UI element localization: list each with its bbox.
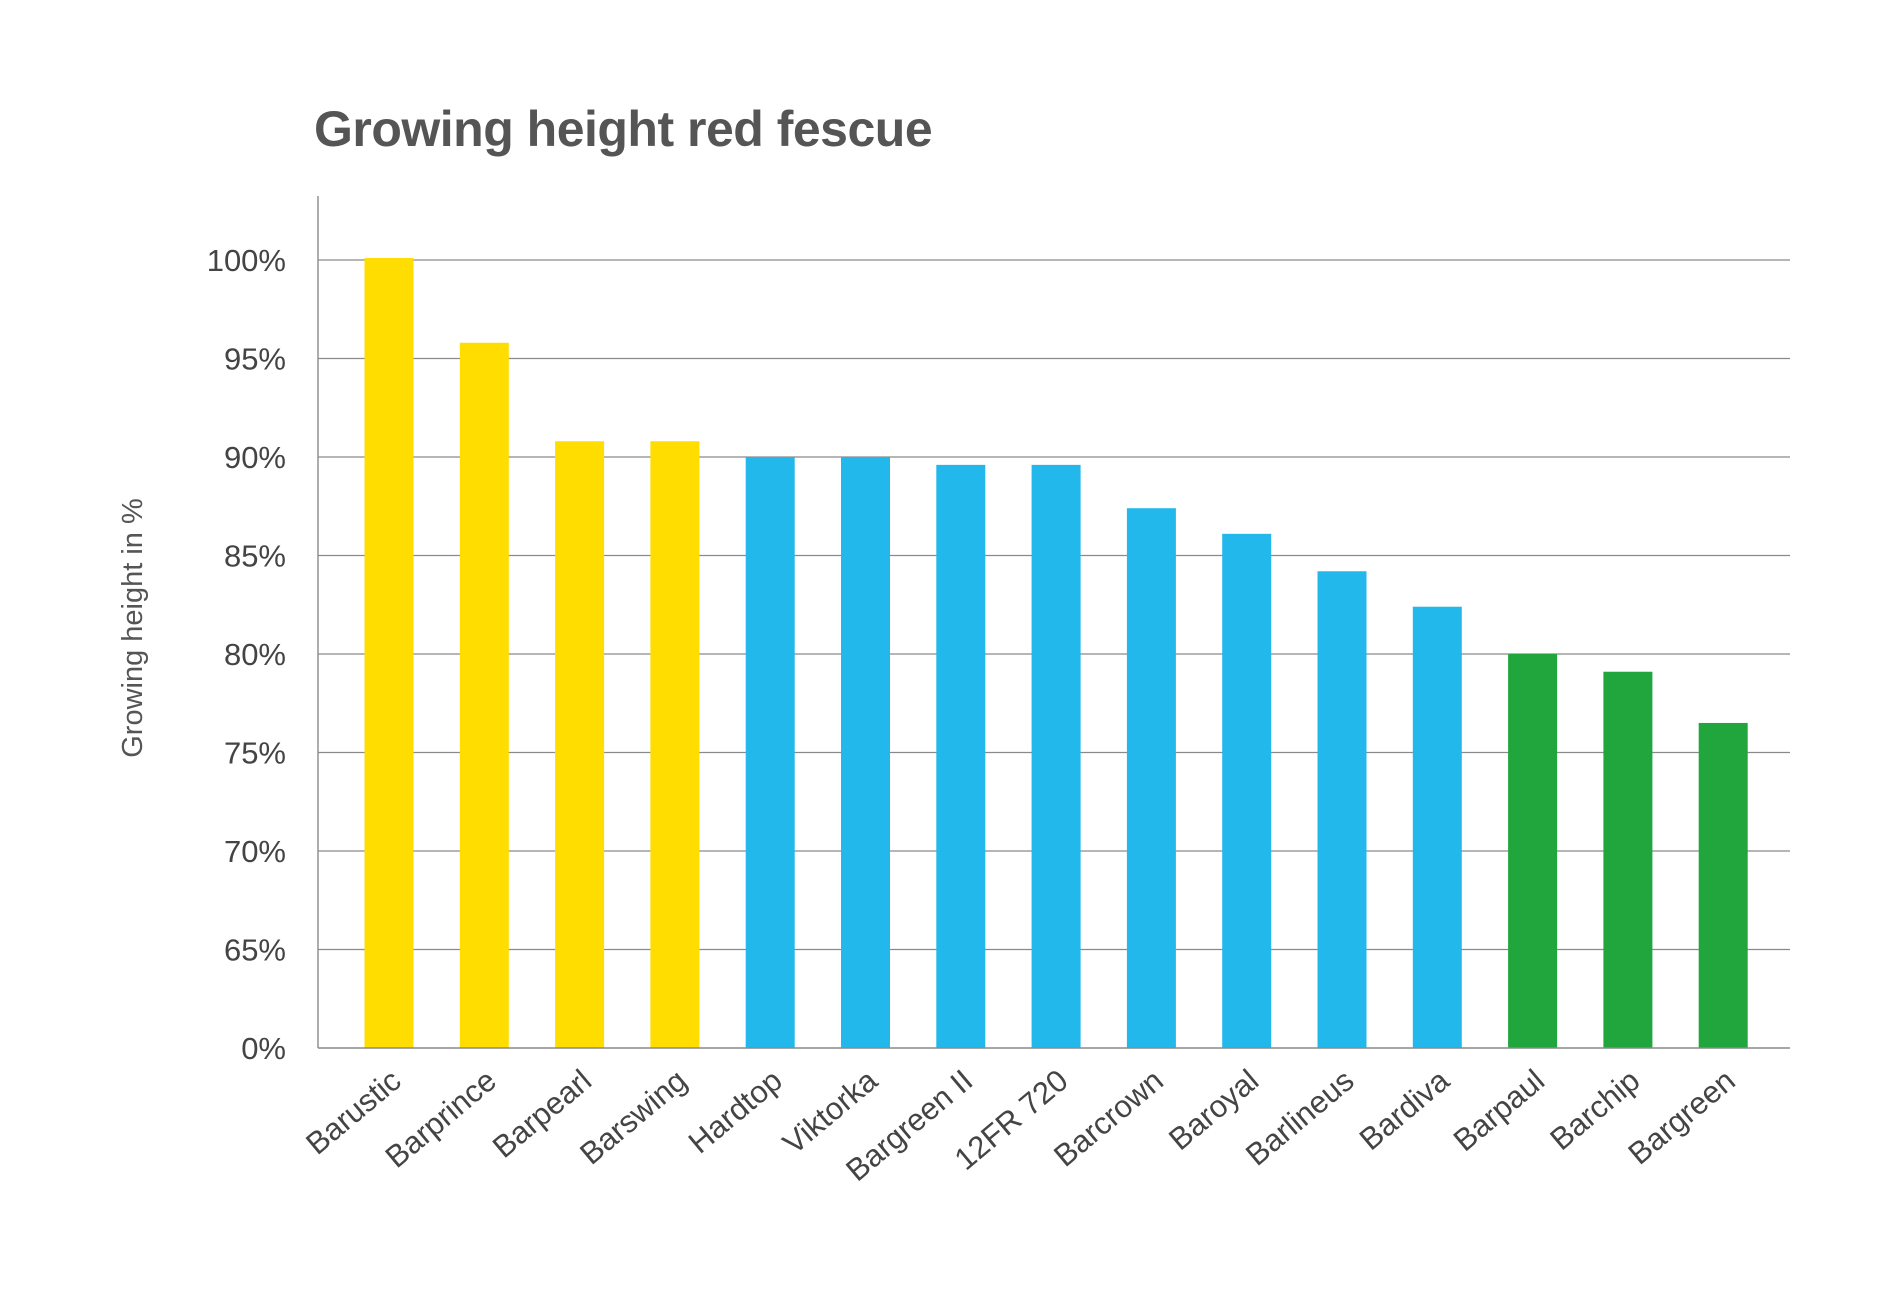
y-axis-title: Growing height in % bbox=[117, 498, 149, 758]
y-tick-label: 80% bbox=[224, 637, 286, 672]
bar bbox=[459, 342, 509, 1048]
x-tick-label: Barswing bbox=[573, 1063, 693, 1172]
bar bbox=[1031, 464, 1081, 1048]
y-tick-label: 75% bbox=[224, 736, 286, 771]
bar bbox=[650, 441, 700, 1048]
bars bbox=[364, 258, 1748, 1049]
bar bbox=[1317, 571, 1367, 1048]
x-tick-label: Bardiva bbox=[1353, 1062, 1457, 1157]
y-tick-label: 65% bbox=[224, 933, 286, 968]
bar bbox=[1222, 533, 1272, 1048]
bar bbox=[364, 258, 414, 1048]
bar bbox=[1508, 654, 1558, 1048]
y-tick-label: 90% bbox=[224, 440, 286, 475]
bar bbox=[936, 464, 986, 1048]
bar bbox=[1603, 671, 1653, 1048]
x-tick-label: Barpaul bbox=[1447, 1063, 1551, 1158]
bar bbox=[1412, 606, 1462, 1048]
bar bbox=[841, 457, 890, 1048]
chart-title: Growing height red fescue bbox=[314, 101, 933, 157]
bar bbox=[1698, 722, 1748, 1048]
axes bbox=[317, 196, 1790, 1049]
bar bbox=[745, 457, 795, 1048]
y-tick-label: 70% bbox=[224, 834, 286, 869]
x-tick-label: Barlineus bbox=[1239, 1063, 1361, 1173]
x-tick-label: Hardtop bbox=[682, 1063, 789, 1161]
y-tick-label: 0% bbox=[241, 1031, 286, 1066]
x-tick-label: Bargreen bbox=[1622, 1063, 1742, 1172]
bar bbox=[1126, 508, 1176, 1049]
y-tick-label: 100% bbox=[207, 243, 286, 278]
y-tick-label: 85% bbox=[224, 539, 286, 574]
bar bbox=[555, 441, 605, 1048]
y-tick-label: 95% bbox=[224, 342, 286, 377]
